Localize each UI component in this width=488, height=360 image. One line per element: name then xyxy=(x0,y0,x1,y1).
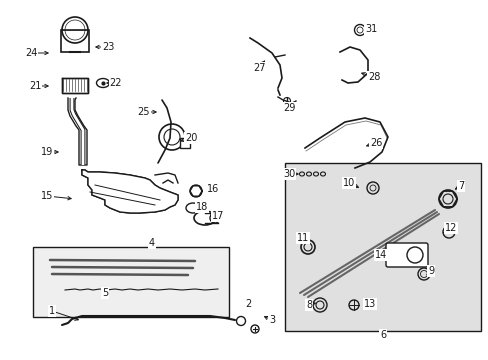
Text: 11: 11 xyxy=(296,233,308,243)
Text: 20: 20 xyxy=(184,133,197,143)
FancyBboxPatch shape xyxy=(385,243,427,267)
Text: 2: 2 xyxy=(244,299,251,309)
Polygon shape xyxy=(82,170,178,213)
Bar xyxy=(33,247,228,317)
Text: 19: 19 xyxy=(41,147,53,157)
Text: 12: 12 xyxy=(444,223,456,233)
Text: 3: 3 xyxy=(268,315,274,325)
Text: 15: 15 xyxy=(41,191,53,201)
Text: 21: 21 xyxy=(29,81,41,91)
Text: 7: 7 xyxy=(457,181,463,191)
Text: 5: 5 xyxy=(102,288,108,298)
Text: 25: 25 xyxy=(138,107,150,117)
Text: 6: 6 xyxy=(379,330,385,340)
Text: 16: 16 xyxy=(206,184,219,194)
Bar xyxy=(61,30,89,52)
Text: 29: 29 xyxy=(282,103,295,113)
Text: 18: 18 xyxy=(196,202,208,212)
Text: 24: 24 xyxy=(25,48,37,58)
Text: 13: 13 xyxy=(363,299,375,309)
Text: 28: 28 xyxy=(367,72,379,82)
Text: 27: 27 xyxy=(252,63,264,73)
Bar xyxy=(285,163,480,331)
Text: 17: 17 xyxy=(211,211,224,221)
Text: 1: 1 xyxy=(49,306,55,316)
Text: 4: 4 xyxy=(149,238,155,248)
Text: 10: 10 xyxy=(342,178,354,188)
Text: 22: 22 xyxy=(109,78,122,88)
Text: 23: 23 xyxy=(102,42,114,52)
Text: 30: 30 xyxy=(282,169,295,179)
Text: 8: 8 xyxy=(305,300,311,310)
Bar xyxy=(62,78,88,93)
Text: 31: 31 xyxy=(364,24,376,34)
Text: 14: 14 xyxy=(374,250,386,260)
Bar xyxy=(180,138,190,148)
Text: 26: 26 xyxy=(369,138,382,148)
Text: 9: 9 xyxy=(427,266,433,276)
